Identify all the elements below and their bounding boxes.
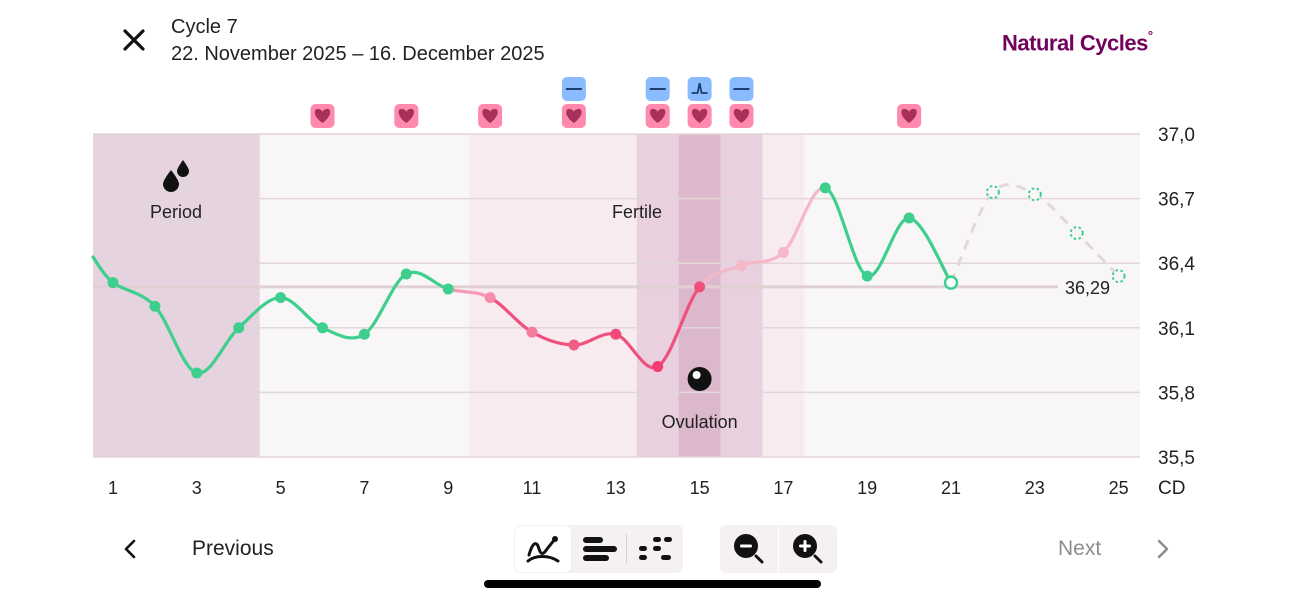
brand-logo: Natural Cycles°: [1002, 28, 1153, 56]
next-cycle-button[interactable]: Next: [1058, 530, 1175, 568]
heart-icon: [901, 108, 917, 123]
band-ovulation: [678, 134, 721, 457]
temperature-point[interactable]: [568, 339, 580, 351]
cycle-title: Cycle 7: [171, 16, 238, 38]
temperature-point[interactable]: [442, 283, 454, 295]
home-indicator: [484, 580, 821, 588]
x-tick-label: 7: [359, 478, 369, 498]
x-axis-unit: CD: [1158, 478, 1185, 499]
temperature-point[interactable]: [191, 367, 203, 379]
dot-view-button[interactable]: [627, 525, 682, 573]
temperature-point[interactable]: [819, 182, 831, 194]
temperature-point[interactable]: [275, 292, 287, 304]
predicted-temperature-point[interactable]: [1069, 226, 1084, 241]
period-label: Period: [150, 202, 202, 222]
temperature-chart[interactable]: 37,036,736,436,135,835,51 3 5 7 9 11 13 15 17 19 2…: [0, 0, 1304, 510]
predicted-temperature-line: [949, 183, 1120, 284]
y-tick-label: 36,4: [1158, 254, 1195, 275]
temperature-point[interactable]: [107, 277, 119, 289]
temperature-point[interactable]: [317, 322, 328, 334]
predicted-temperature-point[interactable]: [1111, 269, 1126, 284]
fertile-label: Fertile: [612, 202, 662, 222]
temperature-point[interactable]: [400, 268, 412, 280]
temperature-point[interactable]: [484, 292, 496, 304]
zoom-in-button[interactable]: [779, 525, 837, 573]
heart-icon: [691, 108, 708, 123]
today-temperature-point[interactable]: [943, 275, 959, 290]
close-button[interactable]: [120, 26, 148, 54]
x-tick-label: 11: [523, 478, 542, 498]
x-tick-label: 3: [192, 478, 202, 498]
x-tick-label: 21: [941, 478, 961, 498]
brand-mark: °: [1147, 28, 1153, 43]
x-tick-label: 9: [443, 478, 453, 498]
y-tick-label: 36,7: [1158, 190, 1195, 211]
temperature-point[interactable]: [358, 328, 370, 340]
y-tick-label: 37,0: [1158, 125, 1195, 146]
temperature-point[interactable]: [149, 300, 161, 312]
bar-view-button[interactable]: [571, 525, 626, 573]
temperature-point[interactable]: [233, 322, 245, 334]
temperature-point[interactable]: [777, 246, 789, 258]
temperature-point[interactable]: [903, 212, 915, 224]
heart-icon: [482, 108, 498, 123]
y-tick-label: 35,8: [1158, 383, 1195, 404]
bar-list-icon: [582, 537, 617, 561]
x-tick-label: 17: [773, 478, 793, 498]
temperature-point[interactable]: [610, 328, 622, 340]
temperature-line-segment: [656, 285, 702, 369]
x-tick-label: 13: [606, 478, 626, 498]
cycle-date-range: 22. November 2025 – 16. December 2025: [171, 43, 545, 65]
x-tick-label: 25: [1109, 478, 1129, 498]
x-tick-label: 5: [276, 478, 286, 498]
x-tick-label: 1: [108, 478, 118, 498]
chevron-left-icon: [124, 539, 136, 559]
heart-icon: [314, 108, 331, 123]
lh-positive-icon: [691, 82, 708, 94]
view-mode-switcher: [514, 525, 683, 573]
predicted-temperature-point[interactable]: [1027, 187, 1042, 202]
coverline-value: 36,29: [1065, 278, 1110, 298]
temperature-point[interactable]: [694, 281, 706, 293]
y-tick-label: 36,1: [1158, 319, 1195, 340]
temperature-point[interactable]: [861, 270, 873, 282]
heart-icon: [398, 108, 414, 123]
curve-chart-icon: [526, 536, 560, 563]
temperature-point[interactable]: [736, 259, 747, 271]
chevron-right-icon: [1157, 539, 1169, 559]
zoom-controls: [720, 525, 837, 573]
x-tick-label: 23: [1025, 478, 1045, 498]
scatter-dots-icon: [638, 537, 672, 560]
ovulation-egg-icon: [687, 367, 712, 391]
heart-icon: [566, 108, 582, 123]
temperature-line-segment: [823, 186, 869, 278]
brand-name: Natural Cycles: [1002, 30, 1148, 56]
close-icon: [123, 29, 145, 51]
zoom-out-icon: [734, 534, 764, 564]
predicted-temperature-point[interactable]: [985, 185, 1000, 200]
lh-test-marker[interactable]: [687, 77, 712, 101]
x-tick-label: 19: [857, 478, 877, 498]
zoom-separator: [778, 525, 779, 573]
temperature-point[interactable]: [652, 361, 664, 373]
next-label: Next: [1058, 537, 1102, 560]
previous-cycle-button[interactable]: Previous: [118, 530, 274, 568]
zoom-in-icon: [793, 534, 823, 564]
previous-label: Previous: [192, 537, 274, 560]
ovulation-egg-highlight: [692, 371, 701, 379]
curve-view-button[interactable]: [515, 526, 571, 572]
ovulation-label: Ovulation: [662, 412, 738, 432]
period-drops-icon: [163, 160, 189, 192]
temperature-point[interactable]: [526, 326, 538, 338]
y-tick-label: 35,5: [1158, 448, 1195, 469]
x-tick-label: 15: [690, 478, 710, 498]
view-separator: [626, 534, 627, 564]
heart-icon: [733, 108, 750, 123]
heart-icon: [650, 108, 666, 123]
zoom-out-button[interactable]: [720, 525, 778, 573]
